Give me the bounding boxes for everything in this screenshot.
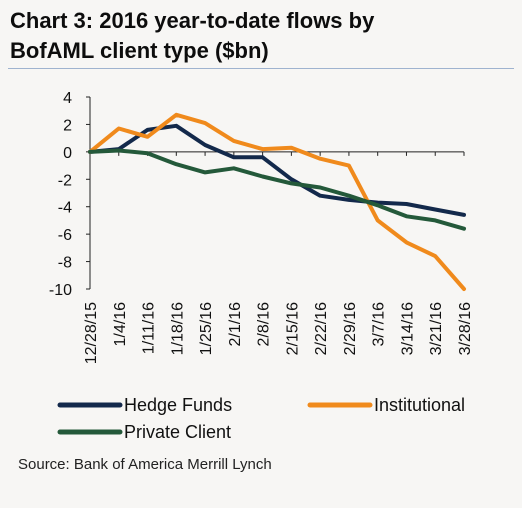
y-tick-label: -2 [58, 172, 72, 189]
legend-label: Hedge Funds [124, 395, 232, 415]
source-note: Source: Bank of America Merrill Lynch [18, 456, 272, 473]
chart-title-line-2: BofAML client type ($bn) [10, 38, 269, 63]
series-line-2 [88, 112, 466, 291]
x-tick-label: 1/4/16 [112, 302, 129, 347]
series-line-3 [88, 148, 466, 231]
y-tick-label: -6 [58, 227, 72, 244]
x-tick-label: 3/28/16 [457, 302, 474, 355]
x-tick-label: 2/8/16 [256, 302, 273, 347]
y-tick-label: 4 [63, 90, 72, 107]
y-tick-label: 2 [63, 117, 72, 134]
title-divider [8, 68, 514, 69]
chart-title-line-1: Chart 3: 2016 year-to-date flows by [10, 8, 375, 33]
x-tick-label: 2/29/16 [342, 302, 359, 355]
x-tick-label: 2/15/16 [284, 302, 301, 355]
x-tick-label: 2/1/16 [227, 302, 244, 347]
y-tick-label: -4 [58, 200, 72, 217]
y-tick-label: 0 [63, 145, 72, 162]
legend-label: Private Client [124, 422, 231, 442]
x-tick-label: 1/11/16 [141, 302, 158, 354]
x-tick-label: 3/14/16 [399, 302, 416, 355]
x-tick-label: 3/7/16 [371, 302, 388, 347]
chart-title: Chart 3: 2016 year-to-date flows by BofA… [10, 6, 510, 66]
x-tick-label: 3/21/16 [428, 302, 445, 355]
y-tick-label: -8 [58, 255, 72, 272]
series-line-1 [88, 123, 466, 217]
y-tick-label: -10 [49, 282, 72, 299]
x-tick-label: 1/18/16 [169, 302, 186, 355]
x-tick-label: 1/25/16 [198, 302, 215, 355]
x-tick-label: 12/28/15 [83, 302, 100, 364]
x-tick-label: 2/22/16 [313, 302, 330, 355]
legend-label: Institutional [374, 395, 465, 415]
